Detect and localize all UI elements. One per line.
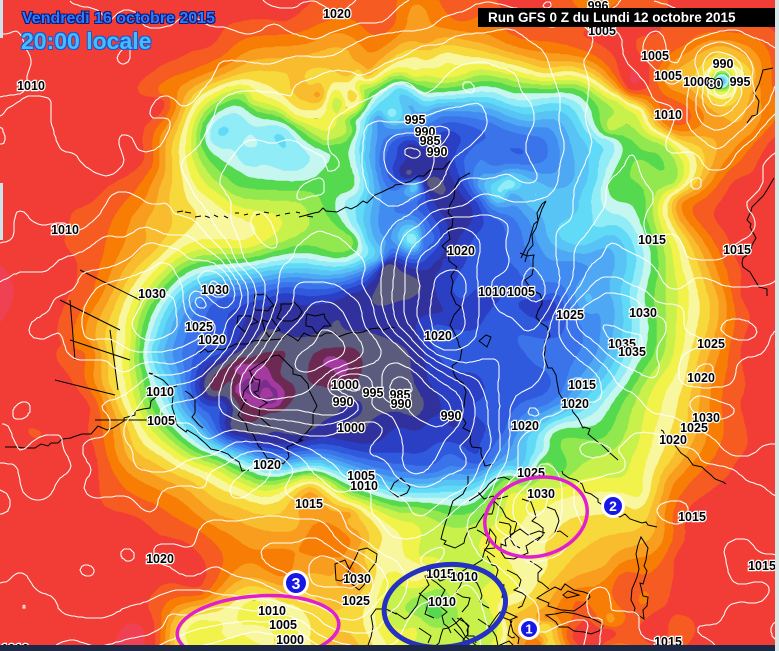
svg-text:2: 2 (609, 498, 617, 514)
svg-text:985: 985 (420, 134, 441, 148)
svg-text:1: 1 (525, 622, 532, 637)
svg-text:1015: 1015 (748, 559, 776, 573)
svg-text:985: 985 (390, 388, 411, 402)
svg-text:995: 995 (405, 113, 426, 127)
svg-text:990: 990 (415, 125, 436, 139)
svg-text:1015: 1015 (638, 233, 666, 247)
svg-text:1020: 1020 (561, 397, 589, 411)
svg-text:1025: 1025 (185, 320, 213, 334)
svg-text:1005: 1005 (507, 285, 535, 299)
svg-text:1020: 1020 (253, 458, 281, 472)
svg-text:1010: 1010 (450, 570, 478, 584)
svg-text:990: 990 (441, 409, 462, 423)
svg-text:1010: 1010 (258, 604, 286, 618)
svg-text:1030: 1030 (629, 306, 657, 320)
svg-text:80: 80 (708, 76, 722, 91)
svg-text:1000: 1000 (276, 633, 304, 647)
svg-text:995: 995 (363, 386, 384, 400)
svg-text:1015: 1015 (295, 497, 323, 511)
svg-text:1020: 1020 (511, 419, 539, 433)
svg-text:1005: 1005 (269, 618, 297, 632)
svg-text:1010: 1010 (428, 595, 456, 609)
svg-text:1010: 1010 (51, 223, 79, 237)
svg-text:1000: 1000 (683, 75, 711, 89)
svg-text:990: 990 (391, 397, 412, 411)
svg-text:990: 990 (713, 57, 734, 71)
svg-text:1005: 1005 (347, 469, 375, 483)
svg-text:1005: 1005 (654, 69, 682, 83)
svg-text:3: 3 (292, 576, 301, 593)
svg-text:1015: 1015 (568, 378, 596, 392)
svg-text:1030: 1030 (692, 411, 720, 425)
svg-text:1005: 1005 (147, 414, 175, 428)
svg-text:990: 990 (333, 395, 354, 409)
svg-text:990: 990 (427, 145, 448, 159)
svg-text:1030: 1030 (201, 283, 229, 297)
svg-text:1020: 1020 (198, 333, 226, 347)
svg-text:1005: 1005 (641, 49, 669, 63)
svg-text:1025: 1025 (680, 421, 708, 435)
svg-text:1020: 1020 (146, 552, 174, 566)
svg-text:1010: 1010 (350, 479, 378, 493)
svg-text:1030: 1030 (343, 572, 371, 586)
svg-text:1020: 1020 (323, 7, 351, 21)
svg-text:1015: 1015 (678, 510, 706, 524)
svg-text:1010: 1010 (654, 108, 682, 122)
svg-text:1020: 1020 (687, 371, 715, 385)
svg-text:1020: 1020 (659, 433, 687, 447)
svg-text:1035: 1035 (618, 345, 646, 359)
svg-text:1015: 1015 (426, 567, 454, 581)
svg-text:995: 995 (730, 75, 751, 89)
svg-text:1000: 1000 (331, 378, 359, 392)
svg-text:1010: 1010 (478, 285, 506, 299)
svg-text:1015: 1015 (723, 243, 751, 257)
svg-text:1025: 1025 (556, 308, 584, 322)
svg-text:1030: 1030 (138, 287, 166, 301)
svg-text:1010: 1010 (146, 385, 174, 399)
svg-text:1030: 1030 (527, 487, 555, 501)
svg-text:1020: 1020 (447, 244, 475, 258)
svg-text:1035: 1035 (608, 337, 636, 351)
svg-text:1010: 1010 (17, 79, 45, 93)
svg-text:1020: 1020 (424, 329, 452, 343)
svg-text:1025: 1025 (342, 594, 370, 608)
svg-text:1000: 1000 (337, 421, 365, 435)
svg-text:1025: 1025 (697, 337, 725, 351)
